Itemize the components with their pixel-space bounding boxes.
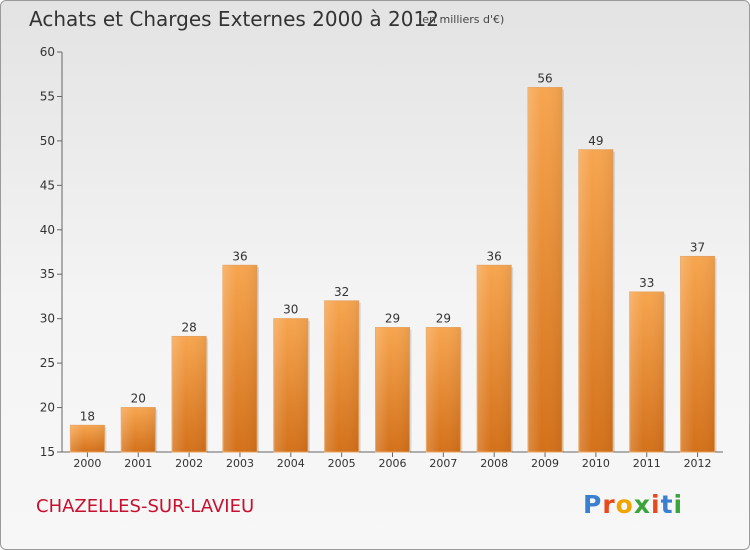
bar-data-label: 56 — [537, 72, 552, 86]
bar-data-label: 36 — [232, 249, 247, 263]
y-tick-label: 40 — [40, 223, 55, 237]
bar-data-label: 33 — [639, 276, 654, 290]
bar-shine — [426, 327, 461, 452]
x-axis: 2000 2001 2002 2003 2004 2005 2006 2007 2008 2009… — [62, 451, 723, 470]
bar-shine — [70, 425, 105, 452]
y-tick-label: 45 — [40, 178, 55, 192]
x-tick-label: 2002 — [175, 457, 203, 470]
x-tick-label: 2006 — [379, 457, 407, 470]
proxiti-logo[interactable]: Proxiti — [583, 490, 684, 519]
y-tick-label: 20 — [40, 401, 55, 415]
x-tick-label: 2004 — [277, 457, 305, 470]
bar-shine — [629, 292, 664, 452]
bar-shine — [477, 265, 512, 452]
location-label: CHAZELLES-SUR-LAVIEU — [36, 496, 255, 517]
y-tick-label: 30 — [40, 312, 55, 326]
y-tick-label: 25 — [40, 356, 55, 370]
bar-shine — [172, 336, 207, 452]
x-tick-label: 2010 — [582, 457, 610, 470]
bar-data-label: 29 — [436, 312, 451, 326]
y-tick-label: 35 — [40, 267, 55, 281]
x-tick-label: 2000 — [73, 457, 101, 470]
bar-shine — [324, 300, 359, 452]
chart-title: Achats et Charges Externes 2000 à 2012 — [29, 7, 439, 31]
bar-data-label: 30 — [283, 303, 298, 317]
bar-data-label: 18 — [80, 409, 95, 423]
bar-data-label: 36 — [487, 249, 502, 263]
bar-data-label: 28 — [181, 320, 196, 334]
bar-shine — [680, 256, 715, 452]
x-tick-label: 2009 — [531, 457, 559, 470]
chart-subtitle: (en milliers d'€) — [418, 13, 505, 26]
y-tick-label: 15 — [40, 445, 55, 459]
y-axis: 15 20 25 30 35 40 45 50 55 60 — [40, 45, 63, 459]
x-tick-label: 2003 — [226, 457, 254, 470]
bar-shine — [375, 327, 410, 452]
y-tick-label: 50 — [40, 134, 55, 148]
y-tick-label: 60 — [40, 45, 55, 59]
x-tick-label: 2005 — [328, 457, 356, 470]
x-tick-label: 2012 — [684, 457, 712, 470]
bars: 18 20 28 36 30 32 29 29 36 56 49 33 37 — [69, 72, 717, 453]
bar-shine — [528, 87, 563, 453]
y-tick-label: 55 — [40, 89, 55, 103]
bar-shine — [121, 407, 156, 452]
bar-data-label: 32 — [334, 285, 349, 299]
bar-shine — [273, 318, 308, 452]
x-tick-label: 2007 — [429, 457, 457, 470]
bar-data-label: 20 — [131, 392, 146, 406]
bar-data-label: 37 — [690, 240, 705, 254]
bar-shine — [578, 149, 613, 452]
x-tick-label: 2001 — [124, 457, 152, 470]
bar-shine — [222, 265, 257, 452]
x-tick-label: 2011 — [633, 457, 661, 470]
bar-data-label: 29 — [385, 312, 400, 326]
x-tick-label: 2008 — [480, 457, 508, 470]
bar-data-label: 49 — [588, 134, 603, 148]
